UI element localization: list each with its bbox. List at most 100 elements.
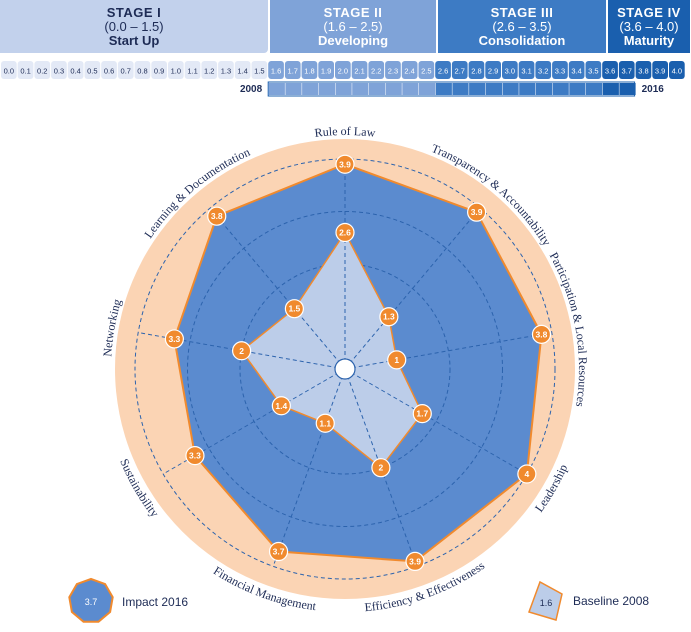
data-label: 3.8 (211, 211, 223, 221)
scale-cell (502, 61, 518, 79)
axis-spoke (344, 332, 552, 370)
scale-tick-label: 4.0 (672, 67, 682, 76)
timeline-segment (519, 83, 536, 95)
timeline-segment (485, 83, 502, 95)
scale-cell (401, 61, 418, 79)
scale-cell (468, 61, 485, 79)
scale-cell (251, 61, 268, 79)
scale-tick-label: 0.6 (104, 67, 114, 76)
data-point (164, 329, 184, 349)
stage-4-range: (3.6 – 4.0) (619, 19, 679, 34)
scale-tick-label: 2.5 (421, 67, 431, 76)
scale-tick-label: 1.2 (204, 67, 214, 76)
stage-4-header: STAGE IV (3.6 – 4.0) Maturity (608, 0, 690, 53)
timeline-segment (552, 83, 569, 95)
timeline-segment (619, 83, 636, 95)
stage-4-name: Maturity (623, 33, 675, 48)
data-point (379, 307, 399, 327)
timeline-segment (586, 83, 603, 95)
scale-cell (168, 61, 184, 79)
data-label: 4 (524, 469, 529, 479)
stage-3-name: Consolidation (478, 33, 566, 48)
data-point (268, 541, 289, 562)
timeline-segment (602, 83, 619, 95)
stage-1-range: (0.0 – 1.5) (104, 19, 164, 34)
scale-cell (284, 61, 301, 79)
scale-cell (1, 61, 17, 79)
data-point (284, 299, 304, 319)
legend-baseline-label: Baseline 2008 (573, 594, 649, 608)
scale-tick-label: 2.4 (404, 67, 414, 76)
scale-cell (451, 61, 468, 79)
scale-cell (134, 61, 151, 79)
scale-tick-label: 1.5 (254, 67, 264, 76)
timeline-segment (318, 83, 335, 95)
timeline-segment (268, 83, 285, 95)
scale-tick-label: 3.0 (505, 67, 515, 76)
timeline-segment (569, 83, 586, 95)
gridline-circle (239, 263, 451, 475)
scale-tick-label: 3.9 (655, 67, 665, 76)
stage-2-range: (1.6 – 2.5) (323, 19, 383, 34)
data-label: 1 (394, 355, 399, 365)
data-point (467, 202, 487, 222)
timeline-segment (452, 83, 469, 95)
scale-tick-label: 3.2 (538, 67, 548, 76)
stage-1-name: Start Up (108, 33, 160, 48)
scale-cell (652, 61, 668, 79)
scale-cell (602, 61, 618, 79)
data-point (371, 458, 391, 478)
timeline-end-label: 2016 (642, 84, 665, 95)
legend-baseline-badge: 1.6 (540, 598, 553, 608)
stage-3-title: STAGE III (490, 5, 554, 20)
data-label: 3.8 (536, 329, 548, 339)
progress-timeline: 2008 2016 (240, 81, 665, 97)
stage-2-header: STAGE II (1.6 – 2.5) Developing (270, 0, 436, 53)
scale-tick-label: 0.7 (121, 67, 131, 76)
data-point (387, 350, 407, 370)
scale-tick-label: 3.1 (521, 67, 531, 76)
scale-tick-label: 2.0 (338, 67, 348, 76)
stage-3-range: (2.6 – 3.5) (492, 19, 552, 34)
scale-cell (335, 61, 351, 79)
scale-tick-label: 0.0 (4, 67, 14, 76)
scale-tick-label: 0.8 (137, 67, 147, 76)
radar-chart: 3.9 3.9 3.8 4 3.9 3.7 3.3 3.3 3.8 2.6 1.3 1 1.7 2 1.1 1… (68, 124, 649, 623)
scale-cell (535, 61, 552, 79)
center-hub (334, 358, 356, 380)
scale-tick-label: 1.4 (237, 67, 247, 76)
scale-cell (101, 61, 117, 79)
stage-1-header: STAGE I (0.0 – 1.5) Start Up (0, 0, 268, 53)
scale-tick-label: 0.4 (70, 67, 80, 76)
axis-spoke (344, 368, 528, 475)
data-label: 1.7 (416, 409, 428, 419)
data-label: 3.3 (168, 334, 180, 344)
stage-3-header: STAGE III (2.6 – 3.5) Consolidation (438, 0, 606, 53)
scale-cell (117, 61, 134, 79)
scale-tick-label: 1.0 (171, 67, 181, 76)
timeline-segment (469, 83, 486, 95)
data-point (335, 222, 355, 243)
scale-cell (218, 61, 234, 79)
scale-tick-label: 1.6 (271, 67, 281, 76)
scale-cell (17, 61, 34, 79)
scale-tick-label: 2.8 (471, 67, 481, 76)
stage-4-title: STAGE IV (617, 5, 681, 20)
scale-tick-label: 1.1 (187, 67, 197, 76)
data-point (531, 324, 552, 344)
series-baseline-2008 (240, 231, 424, 469)
scale-cell (201, 61, 218, 79)
scale-tick-label: 0.1 (20, 67, 30, 76)
scale-tick-label: 1.7 (288, 67, 298, 76)
scale-tick-label: 0.2 (37, 67, 47, 76)
scale-cell (301, 61, 318, 79)
scale-cell (351, 61, 368, 79)
scale-tick-label: 2.9 (488, 67, 498, 76)
data-label: 3.3 (189, 451, 201, 461)
scale-tick-label: 3.5 (588, 67, 598, 76)
axis-label-text: Rule of Law (314, 124, 377, 140)
scale-cell (318, 61, 334, 79)
scale-cell (568, 61, 585, 79)
stage-2-title: STAGE II (323, 5, 383, 20)
data-label: 1.5 (288, 304, 300, 314)
